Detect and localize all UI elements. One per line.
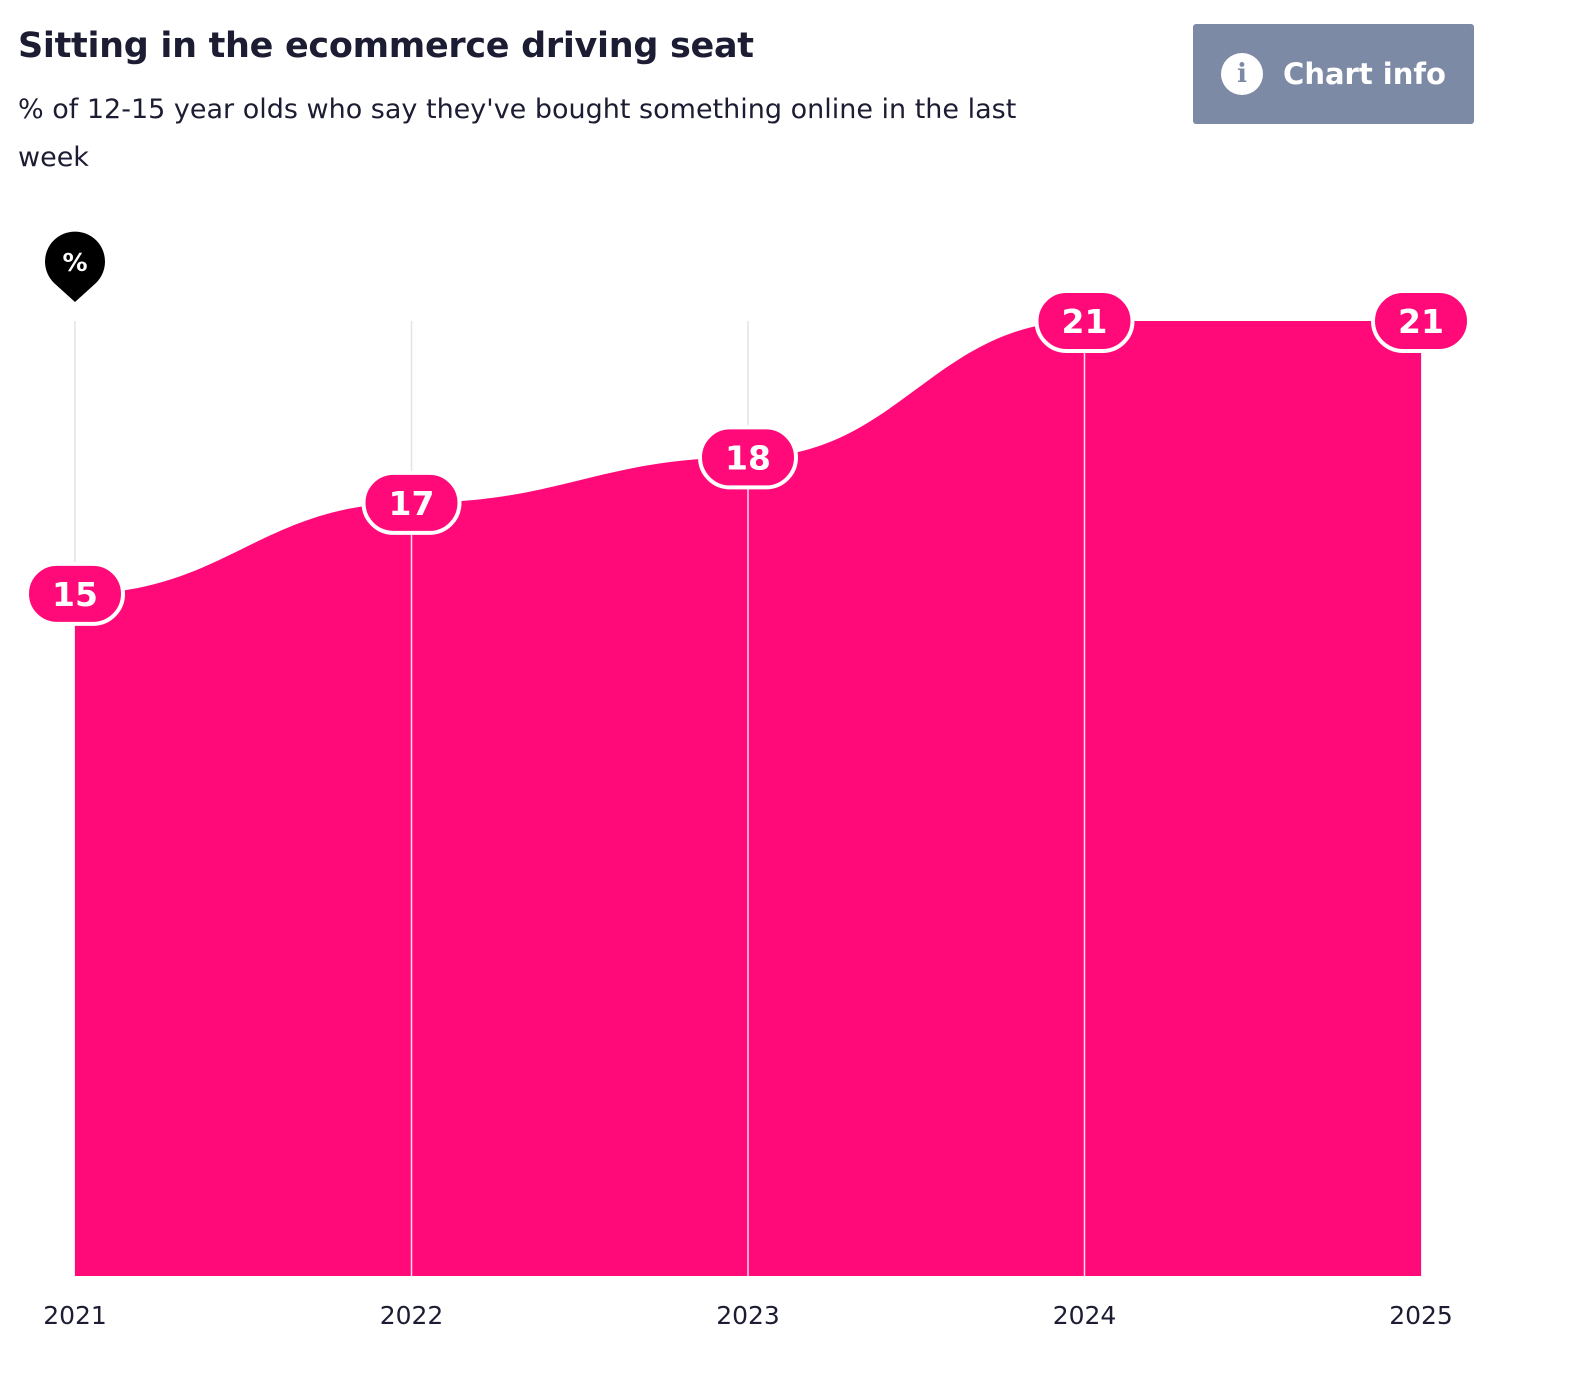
unit-marker-text: % [62, 248, 87, 277]
value-text: 15 [52, 575, 98, 614]
chart-title: Sitting in the ecommerce driving seat [18, 26, 754, 66]
area-dividers [410, 321, 1086, 1276]
value-pill [361, 470, 462, 535]
value-label-2022: 17 [361, 470, 462, 535]
x-axis-ticks: 2021 2022 2023 2024 2025 [43, 1301, 1453, 1330]
x-tick-2025: 2025 [1389, 1301, 1453, 1330]
value-pill [25, 561, 125, 626]
value-pill [698, 425, 798, 490]
value-text: 21 [1062, 302, 1108, 341]
value-text: 17 [389, 484, 435, 523]
x-tick-2022: 2022 [380, 1301, 444, 1330]
chart-info-button[interactable]: i Chart info [1193, 24, 1474, 124]
x-tick-2021: 2021 [43, 1301, 107, 1330]
x-tick-2024: 2024 [1053, 1301, 1117, 1330]
chart-subtitle: % of 12-15 year olds who say they've bou… [18, 94, 1017, 173]
chart-info-label: Chart info [1283, 57, 1446, 91]
unit-pin-shape [45, 231, 105, 302]
data-labels: 15 17 18 21 21 [25, 289, 1471, 626]
value-text: 18 [725, 438, 771, 477]
value-label-2021: 15 [25, 561, 125, 626]
value-label-2025: 21 [1371, 289, 1471, 353]
value-pill [1034, 289, 1135, 353]
percent-unit-marker: % [45, 231, 105, 302]
x-tick-2023: 2023 [716, 1301, 780, 1330]
value-text: 21 [1398, 302, 1444, 341]
info-icon: i [1221, 53, 1264, 95]
value-label-2024: 21 [1034, 289, 1135, 353]
value-pill [1371, 289, 1471, 353]
value-label-2023: 18 [698, 425, 798, 490]
